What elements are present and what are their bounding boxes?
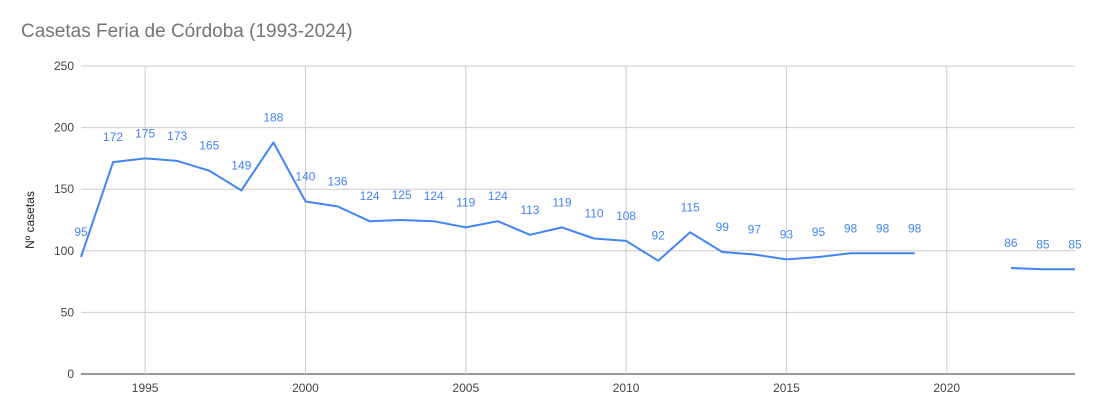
series-line-segment xyxy=(1010,267,1075,271)
data-label: 108 xyxy=(616,209,636,223)
y-tick-label: 100 xyxy=(54,244,74,258)
data-label: 92 xyxy=(651,229,665,243)
y-tick-label: 250 xyxy=(54,59,74,73)
y-tick-label: 200 xyxy=(54,121,74,135)
data-label: 175 xyxy=(135,126,155,140)
data-label: 86 xyxy=(1004,236,1018,250)
data-label: 172 xyxy=(103,130,123,144)
data-label: 149 xyxy=(231,158,251,172)
x-tick-label: 1995 xyxy=(132,381,159,395)
data-label: 140 xyxy=(295,170,315,184)
data-label: 98 xyxy=(908,221,922,235)
data-label: 188 xyxy=(263,110,283,124)
data-label: 93 xyxy=(780,227,794,241)
data-label: 95 xyxy=(74,225,88,239)
x-tick-label: 2010 xyxy=(613,381,640,395)
data-label: 119 xyxy=(552,195,571,209)
data-labels: 95 172 175 173 165 149 188 140 136 124 125 124 119 12… xyxy=(74,110,1082,251)
data-label: 125 xyxy=(392,188,412,202)
x-tick-label: 2020 xyxy=(933,381,960,395)
data-label: 124 xyxy=(360,189,380,203)
data-label: 124 xyxy=(424,189,444,203)
data-label: 95 xyxy=(812,225,826,239)
y-axis-title: Nº casetas xyxy=(23,191,37,249)
data-label: 165 xyxy=(199,139,219,153)
grid xyxy=(81,65,1075,375)
data-label: 99 xyxy=(716,220,730,234)
y-tick-label: 50 xyxy=(61,305,75,319)
data-label: 85 xyxy=(1068,237,1082,251)
data-label: 113 xyxy=(520,203,539,217)
data-label: 124 xyxy=(488,189,508,203)
data-label: 98 xyxy=(844,221,858,235)
y-tick-label: 0 xyxy=(67,367,74,381)
axes: 0 50 100 150 200 250 1995 2000 2005 2010 2015 2020 xyxy=(54,59,960,395)
data-label: 110 xyxy=(584,206,603,220)
x-tick-label: 2005 xyxy=(452,381,479,395)
y-tick-label: 150 xyxy=(54,182,74,196)
data-label: 97 xyxy=(748,222,762,236)
data-label: 173 xyxy=(167,129,187,143)
data-label: 136 xyxy=(328,174,348,188)
chart-title: Casetas Feria de Córdoba (1993-2024) xyxy=(21,21,353,42)
x-tick-label: 2000 xyxy=(292,381,319,395)
x-tick-label: 2015 xyxy=(773,381,800,395)
series-line xyxy=(80,141,1076,271)
data-label: 98 xyxy=(876,221,890,235)
data-label: 115 xyxy=(681,200,700,214)
data-label: 85 xyxy=(1036,237,1050,251)
data-label: 119 xyxy=(456,195,475,209)
